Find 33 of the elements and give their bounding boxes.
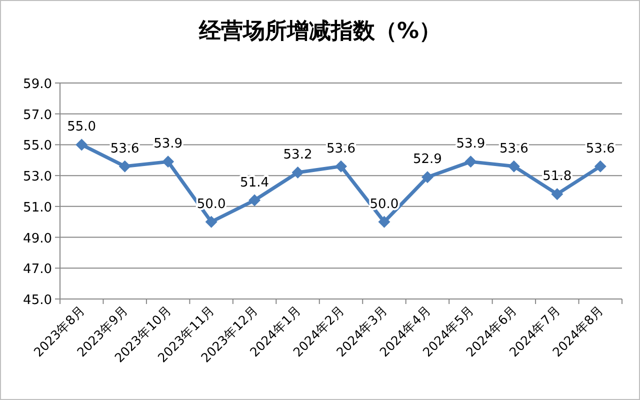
- y-tick-label: 53.0: [23, 170, 52, 185]
- y-tick-label: 47.0: [23, 262, 52, 278]
- y-tick-label: 49.0: [23, 231, 52, 246]
- y-tick-label: 59.0: [23, 77, 52, 92]
- point: [205, 216, 218, 228]
- y-tick-label: 51.0: [23, 200, 52, 216]
- data-label: 53.6: [499, 141, 528, 156]
- y-tick-label: 57.0: [23, 108, 52, 123]
- point: [292, 166, 304, 178]
- data-label: 53.9: [456, 136, 486, 152]
- data-label: 53.2: [283, 147, 312, 162]
- data-label: 52.9: [412, 152, 442, 168]
- point: [76, 138, 88, 151]
- data-label: 55.0: [67, 120, 96, 135]
- point: [551, 188, 564, 200]
- data-label: 51.8: [542, 169, 572, 184]
- point: [421, 171, 434, 184]
- y-tick-label: 55.0: [23, 138, 52, 154]
- data-label: 53.6: [326, 141, 356, 156]
- data-label: 51.4: [240, 175, 270, 190]
- point: [162, 156, 174, 168]
- chart-title: 经营场所增减指数（%）: [198, 19, 442, 44]
- point: [594, 160, 606, 172]
- point: [118, 160, 131, 172]
- y-tick-label: 45.0: [23, 293, 52, 308]
- point: [248, 194, 261, 206]
- data-label: 53.6: [110, 141, 140, 156]
- data-label: 53.6: [586, 141, 615, 156]
- point: [335, 160, 347, 172]
- point: [508, 160, 520, 172]
- point: [464, 156, 477, 168]
- point: [378, 216, 390, 228]
- data-label: 53.9: [154, 136, 183, 152]
